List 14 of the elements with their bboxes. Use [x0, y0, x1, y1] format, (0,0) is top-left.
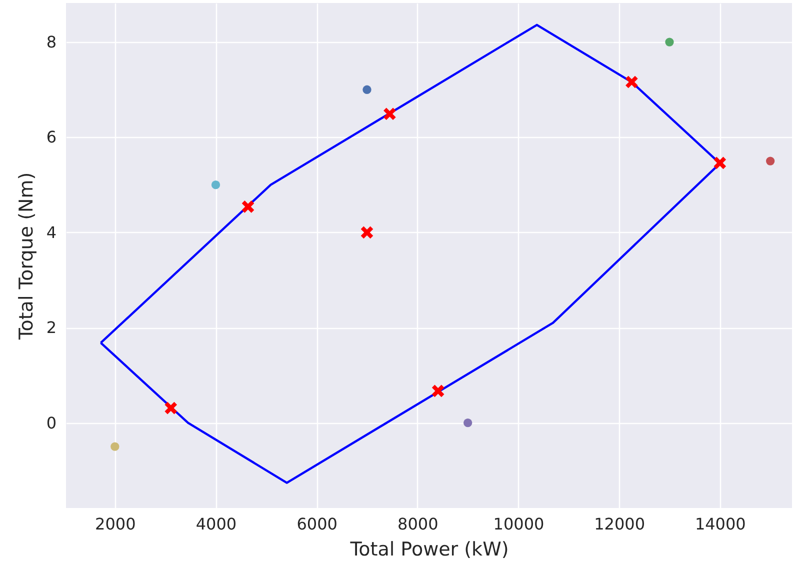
x-axis-title: Total Power (kW) — [349, 538, 509, 560]
y-tick-label: 0 — [46, 413, 56, 432]
x-tick-label: 12000 — [594, 514, 646, 534]
x-tick-label: 4000 — [196, 514, 237, 534]
y-tick-label: 2 — [46, 318, 56, 338]
x-tick-label: 8000 — [398, 514, 438, 534]
x-tick-label: 6000 — [296, 514, 338, 534]
y-tick-label: 4 — [46, 222, 56, 242]
x-tick-label: 10000 — [493, 514, 544, 534]
y-tick-label: 8 — [46, 32, 56, 52]
x-tick-label: 14000 — [694, 514, 746, 534]
x-tick-label: 2000 — [95, 514, 136, 534]
y-axis-title: Total Torque (Nm) — [15, 172, 38, 341]
y-tick-label: 6 — [46, 128, 56, 147]
